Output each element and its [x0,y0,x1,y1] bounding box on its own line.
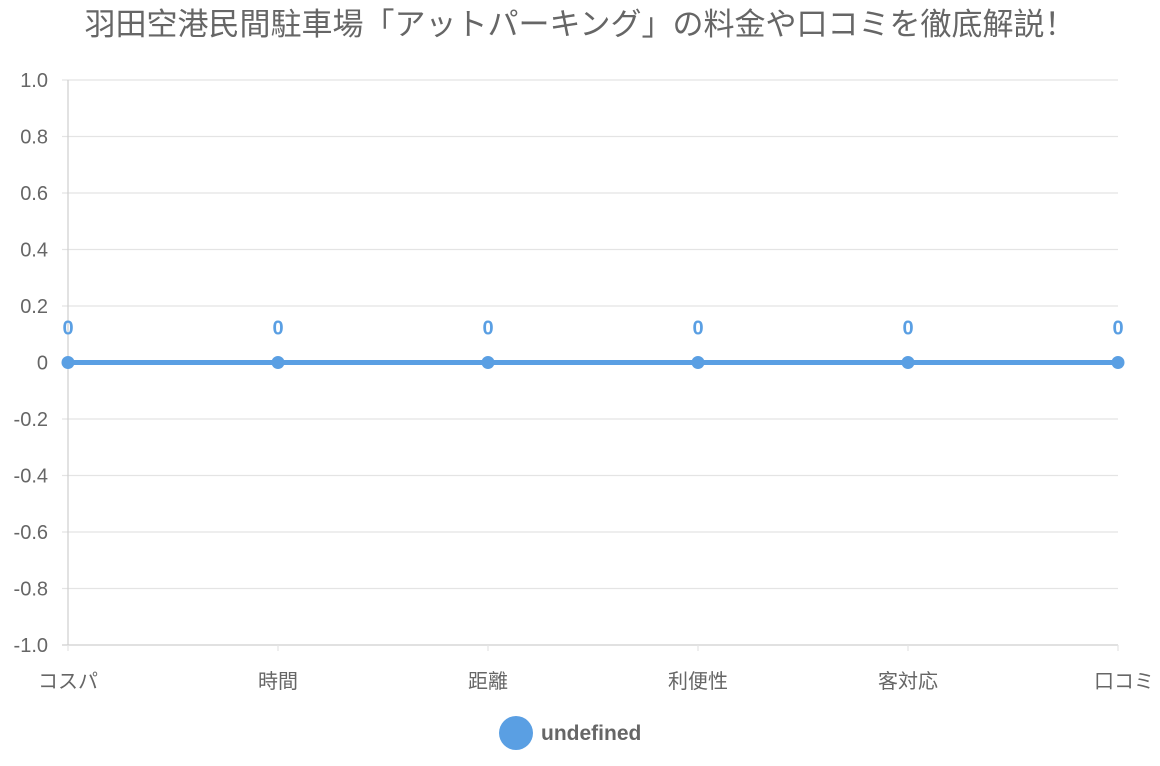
data-label: 0 [482,318,493,340]
data-label: 0 [902,318,913,340]
x-axis-ticks: コスパ 時間 距離 利便性 客対応 口コミ [38,669,1154,693]
data-point [691,356,705,369]
data-label: 0 [692,318,703,340]
data-point [901,356,915,369]
x-tick-label: 距離 [468,669,508,693]
data-point [61,356,75,369]
x-tick-label: 時間 [258,669,298,693]
y-tick-label: 0.4 [20,240,48,262]
y-tick-label: -1.0 [14,635,48,657]
grid-lines [62,79,1119,651]
x-tick-label: コスパ [38,669,98,693]
y-tick-label: -0.4 [14,466,48,488]
x-tick-label: 口コミ [1094,669,1154,693]
legend: undefined [499,716,641,750]
data-point [271,356,285,369]
data-point [1111,356,1125,369]
y-tick-label: 0 [37,353,48,375]
x-tick-label: 利便性 [668,669,728,693]
data-label: 0 [1112,318,1123,340]
chart-title: 羽田空港民間駐車場「アットパーキング」の料金や口コミを徹底解説！ [84,7,1076,43]
legend-marker [499,716,533,750]
series-layer: 0 0 0 0 0 0 [61,318,1125,369]
x-tick-label: 客対応 [878,669,938,693]
y-tick-label: -0.2 [14,409,48,431]
y-tick-label: 0.6 [20,183,48,205]
y-axis-ticks: 1.0 0.8 0.6 0.4 0.2 0 -0.2 -0.4 -0.6 -0.8 -1.0 [14,70,48,657]
y-tick-label: 1.0 [20,70,48,92]
data-point [481,356,495,369]
y-tick-label: -0.6 [14,522,48,544]
y-tick-label: 0.2 [20,296,48,318]
y-tick-label: 0.8 [20,127,48,149]
legend-label: undefined [541,722,641,745]
y-tick-label: -0.8 [14,579,48,601]
data-label: 0 [272,318,283,340]
data-label: 0 [62,318,73,340]
